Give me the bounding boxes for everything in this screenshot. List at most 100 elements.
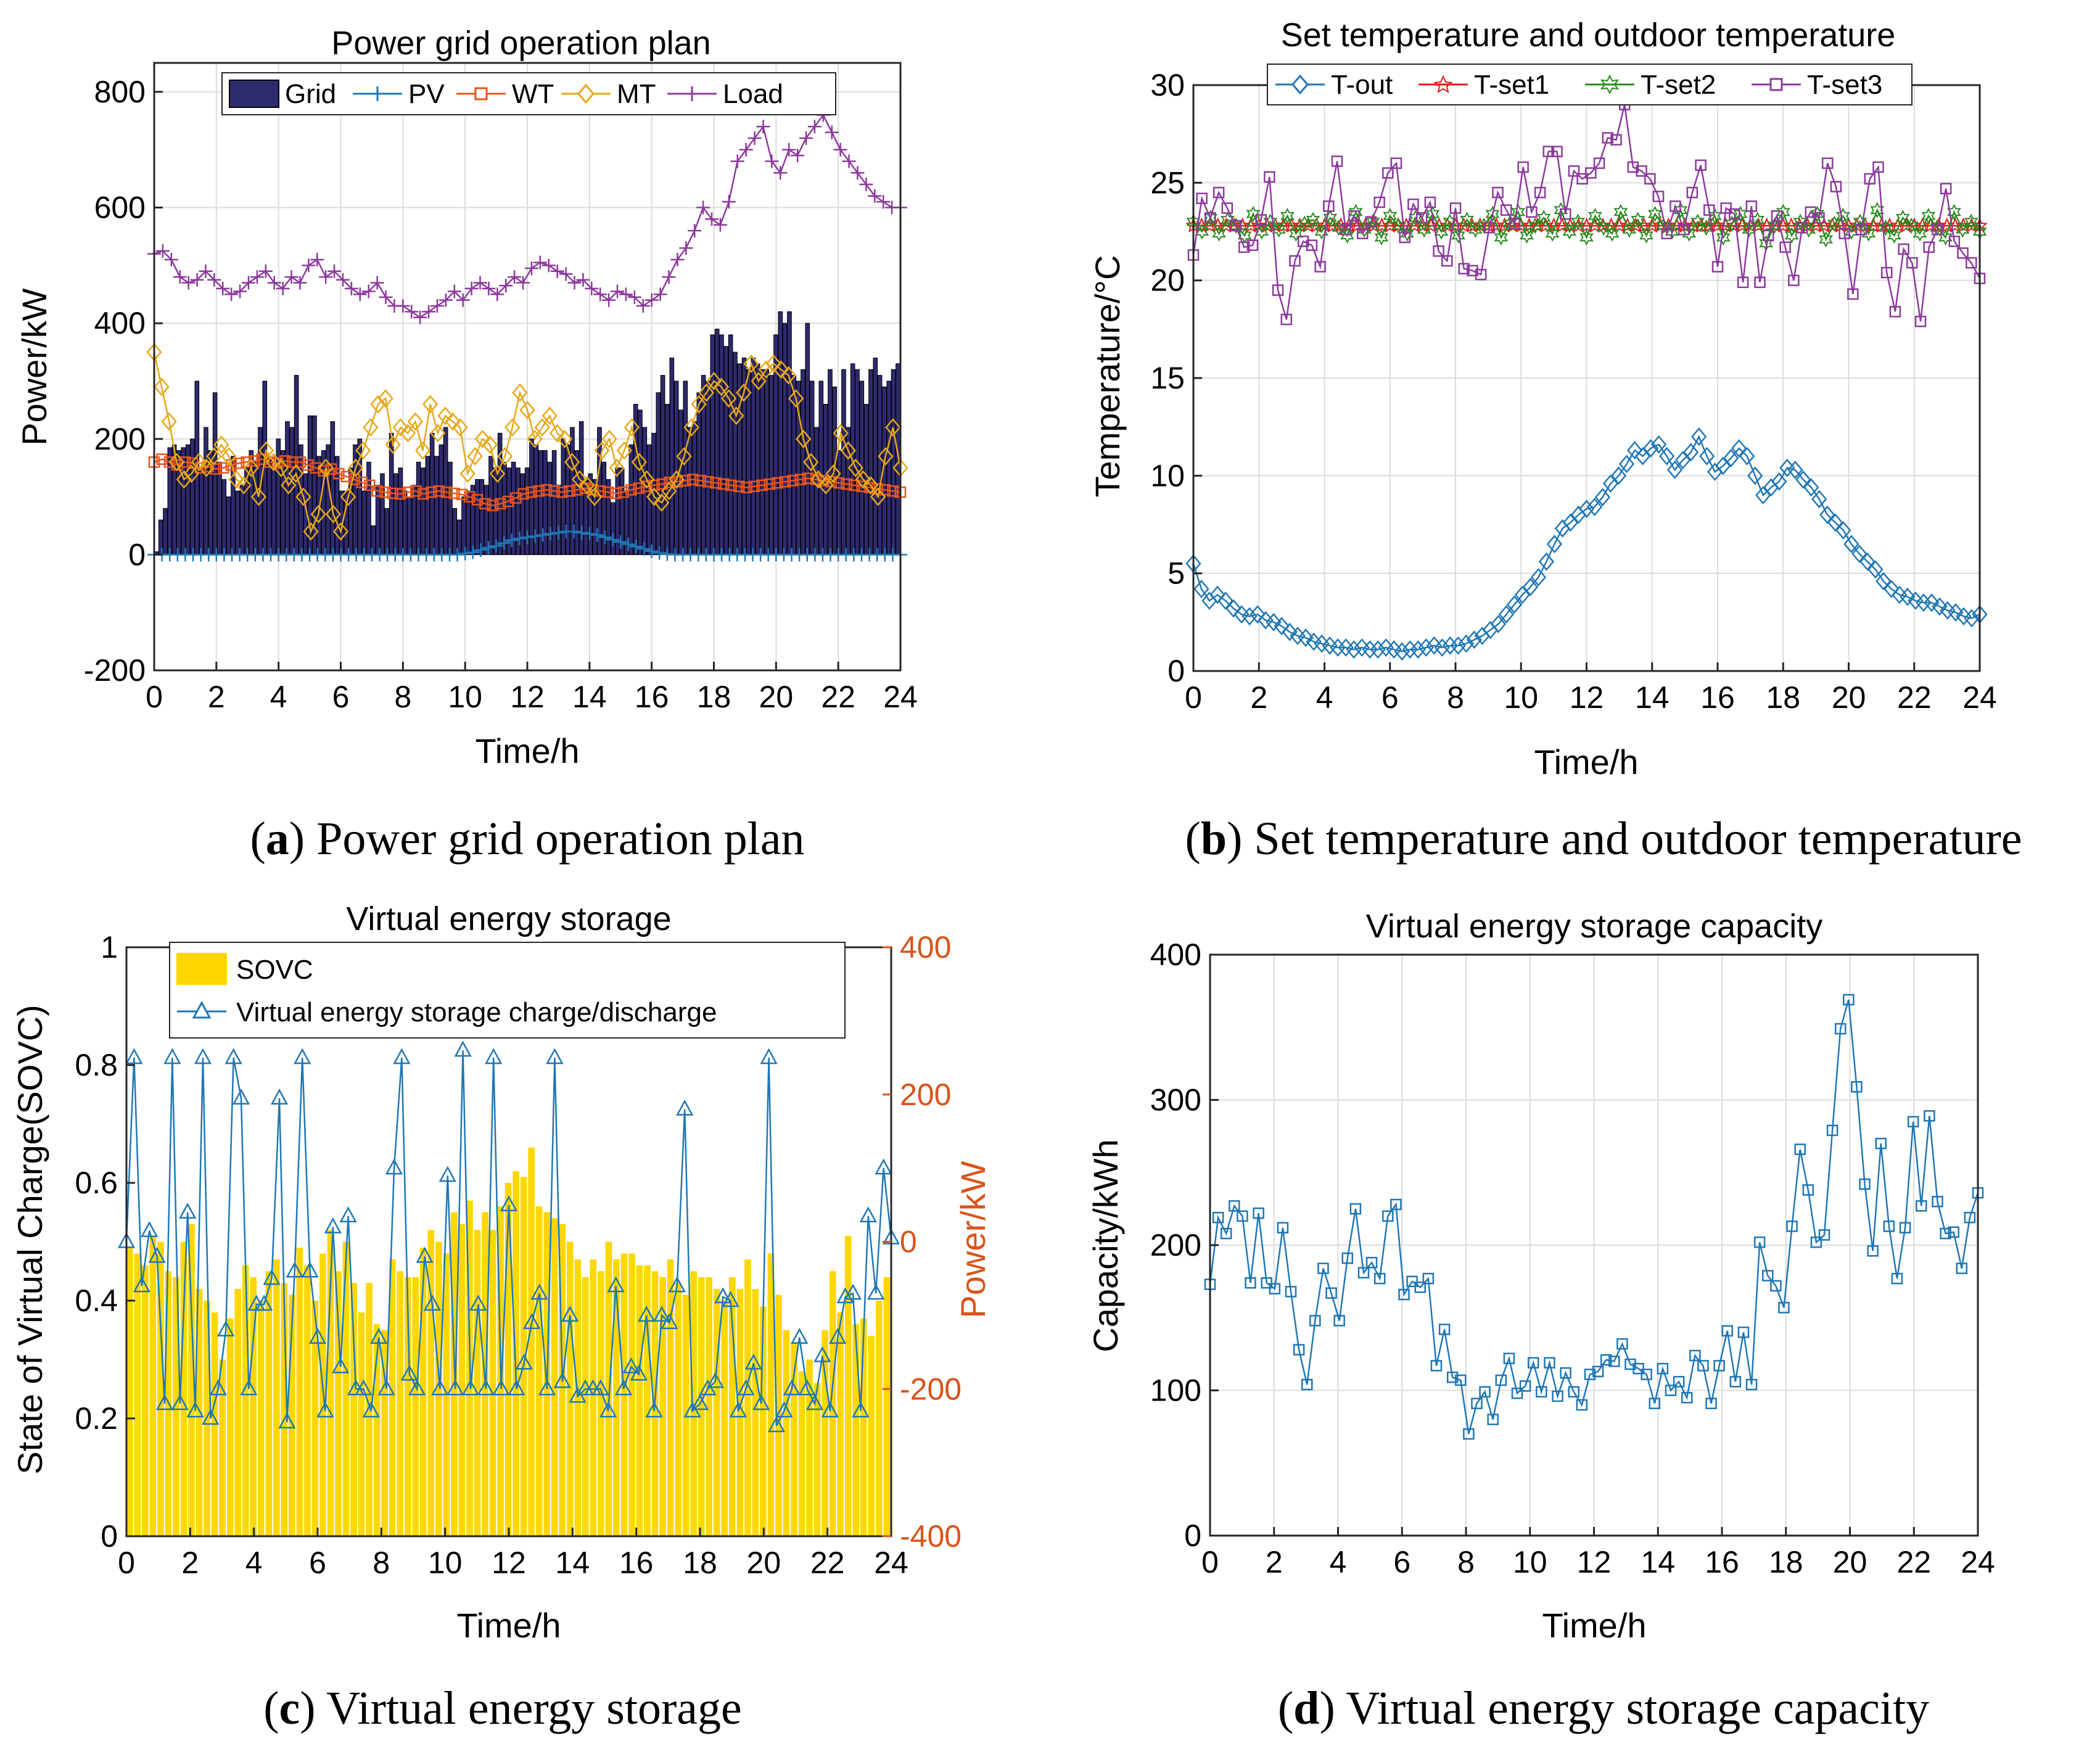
tset3-point [1424, 196, 1436, 208]
mt-point [780, 366, 797, 385]
wt-point [610, 487, 622, 500]
tset3-point [1805, 206, 1817, 218]
x-tick-label: 16 [619, 1545, 654, 1580]
tout-point [1859, 552, 1876, 571]
capacity-point [1220, 1227, 1232, 1240]
tset3-point [1449, 202, 1462, 214]
ves-point [408, 1379, 426, 1396]
legend-tset3-label: T-set3 [1807, 70, 1882, 100]
panel-a-y-ticks: -200 0 200 400 600 800 [84, 75, 163, 688]
grid-bar [466, 490, 471, 555]
tset3-point [1763, 229, 1774, 242]
x-tick-label: 22 [1897, 680, 1932, 715]
load-point [611, 284, 625, 298]
grid-bar [285, 421, 290, 555]
ves-point [209, 1379, 227, 1396]
tset2-point [1195, 223, 1209, 240]
load-point [361, 284, 376, 298]
ves-point [439, 1166, 456, 1182]
ves-point [255, 1294, 273, 1311]
mt-point [318, 458, 334, 477]
capacity-point [1325, 1287, 1337, 1299]
load-point [524, 261, 538, 276]
sovc-bar [721, 1301, 728, 1536]
ves-point [316, 1401, 334, 1418]
wt-point [794, 474, 807, 485]
wt-point [179, 456, 191, 468]
legend-load-label: Load [723, 79, 783, 109]
capacity-point [1600, 1354, 1612, 1366]
capacity-point [1365, 1257, 1378, 1269]
mt-point [370, 395, 386, 414]
mt-point [810, 470, 826, 489]
load-point [155, 244, 170, 258]
tout-point [1282, 622, 1298, 641]
tout-point [1771, 472, 1787, 491]
panel-b-ylabel: Temperature/°C [1088, 255, 1127, 498]
panel-d-xlabel: Time/h [1542, 1606, 1646, 1645]
grid-bar [683, 381, 688, 555]
mt-point [885, 418, 901, 437]
tset3-point [1526, 206, 1538, 218]
capacity-point [1745, 1378, 1758, 1391]
capacity-point [1293, 1344, 1305, 1356]
load-point [430, 299, 444, 313]
ves-point [447, 1379, 464, 1396]
panel-a: Power grid operation plan 0 2 4 6 8 10 12 14 16 1… [15, 25, 918, 865]
tout-point [1666, 460, 1683, 479]
load-point [559, 267, 573, 281]
tout-point [1506, 595, 1523, 614]
y-tick-label: 0.8 [75, 1048, 118, 1082]
mt-point [862, 475, 879, 495]
ves-point [385, 1158, 403, 1175]
mt-point [467, 447, 483, 466]
pv-point [653, 546, 667, 560]
mt-point [564, 453, 580, 472]
tset2-point [1246, 205, 1261, 223]
tout-point [1674, 451, 1691, 469]
mt-point [332, 522, 349, 541]
grid-bar [226, 496, 231, 555]
grid-bar [543, 450, 548, 555]
tset3-point [1534, 186, 1546, 199]
load-point [439, 293, 453, 307]
ves-point [454, 1040, 472, 1057]
grid-bar [425, 456, 430, 555]
tout-point [1225, 599, 1241, 618]
wt-point [356, 476, 368, 488]
tset2-point [1485, 205, 1500, 223]
wt-point [748, 480, 760, 492]
legend-pv-marker [370, 86, 385, 101]
load-point [533, 255, 547, 270]
x-tick-label: 18 [697, 680, 731, 714]
mt-point [288, 464, 304, 483]
wt-point [379, 486, 391, 498]
tset3-point [1602, 132, 1614, 144]
sovc-bar [868, 1336, 875, 1536]
wt-point [625, 484, 637, 496]
tset3-point [1652, 191, 1665, 202]
y-tick-label: 15 [1150, 361, 1185, 395]
panel-b-title: Set temperature and outdoor temperature [1281, 17, 1896, 54]
panel-a-lines [146, 108, 908, 562]
sovc-bar [806, 1359, 813, 1536]
load-point [567, 276, 582, 290]
mt-point [870, 487, 886, 506]
mt-point [847, 458, 864, 477]
sovc-bar [821, 1330, 828, 1536]
x-tick-label: 16 [1705, 1545, 1739, 1579]
x-tick-label: 0 [118, 1545, 135, 1580]
load-point [576, 273, 590, 287]
tset3-point [1433, 245, 1444, 257]
sovc-bar [706, 1277, 713, 1536]
y-tick-label: -200 [84, 653, 146, 688]
load-point [310, 252, 324, 266]
y-tick-label: 400 [94, 306, 146, 340]
capacity-point [1317, 1262, 1329, 1274]
legend-tset3-marker [1769, 78, 1783, 91]
sovc-bar [883, 1277, 891, 1536]
tout-point [1402, 640, 1418, 659]
x-tick-label: 10 [1504, 680, 1538, 715]
tout-point [1346, 640, 1362, 659]
x-tick-label: 24 [1961, 1545, 1995, 1579]
